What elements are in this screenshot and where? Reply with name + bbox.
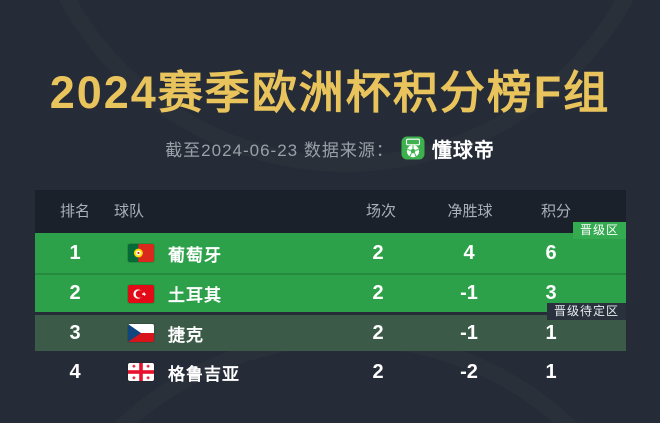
subtitle: 截至2024-06-23 数据来源： 懂球帝 <box>0 135 660 162</box>
data-cutoff-text: 截至2024-06-23 数据来源： <box>165 140 394 160</box>
header-goal-difference: 净胜球 <box>447 203 493 220</box>
goal-difference-value: 4 <box>463 241 475 264</box>
points-value: 6 <box>545 241 557 264</box>
points-value: 3 <box>545 282 557 304</box>
table-row: 4 格鲁吉亚 2 -2 1 <box>35 353 626 391</box>
table-row: 3 捷克 2 -1 1 <box>35 315 626 351</box>
matches-value: 2 <box>372 360 384 383</box>
table-row: 2 土耳其 2 -1 3 <box>35 273 626 312</box>
rank-cell: 4 <box>69 360 81 383</box>
promotion-zone-badge: 晋级区 <box>572 222 626 239</box>
rank-cell: 3 <box>69 321 81 344</box>
rank-cell: 2 <box>69 282 81 304</box>
matches-value: 2 <box>372 282 384 304</box>
team-name: 捷克 <box>168 325 204 345</box>
points-value: 1 <box>545 321 557 344</box>
header-team: 球队 <box>114 203 145 220</box>
rank-cell: 1 <box>69 241 81 264</box>
matches-value: 2 <box>372 241 384 264</box>
goal-difference-value: -1 <box>460 282 478 304</box>
dongqiudi-logo-icon <box>401 136 425 160</box>
team-name: 葡萄牙 <box>168 245 222 265</box>
header-matches: 场次 <box>365 203 396 220</box>
standings-table: 排名 球队 场次 净胜球 积分 1 葡萄牙 2 4 6 <box>35 190 626 391</box>
table-header-row: 排名 球队 场次 净胜球 积分 <box>35 190 626 233</box>
header-rank: 排名 <box>59 203 90 220</box>
pending-zone-badge: 晋级待定区 <box>546 303 626 320</box>
georgia-flag-icon <box>128 353 154 391</box>
portugal-flag-icon <box>128 233 154 273</box>
points-value: 1 <box>545 360 557 383</box>
team-name: 格鲁吉亚 <box>168 364 240 384</box>
czech-flag-icon <box>128 315 154 351</box>
turkey-flag-icon <box>128 275 154 312</box>
goal-difference-value: -1 <box>460 321 478 344</box>
page-title: 2024赛季欧洲杯积分榜F组 <box>49 67 611 118</box>
matches-value: 2 <box>372 321 384 344</box>
goal-difference-value: -2 <box>460 360 478 383</box>
table-row: 1 葡萄牙 2 4 6 <box>35 233 626 273</box>
header-points: 积分 <box>540 203 571 220</box>
source-brand-name: 懂球帝 <box>431 139 495 162</box>
team-name: 土耳其 <box>168 286 222 305</box>
